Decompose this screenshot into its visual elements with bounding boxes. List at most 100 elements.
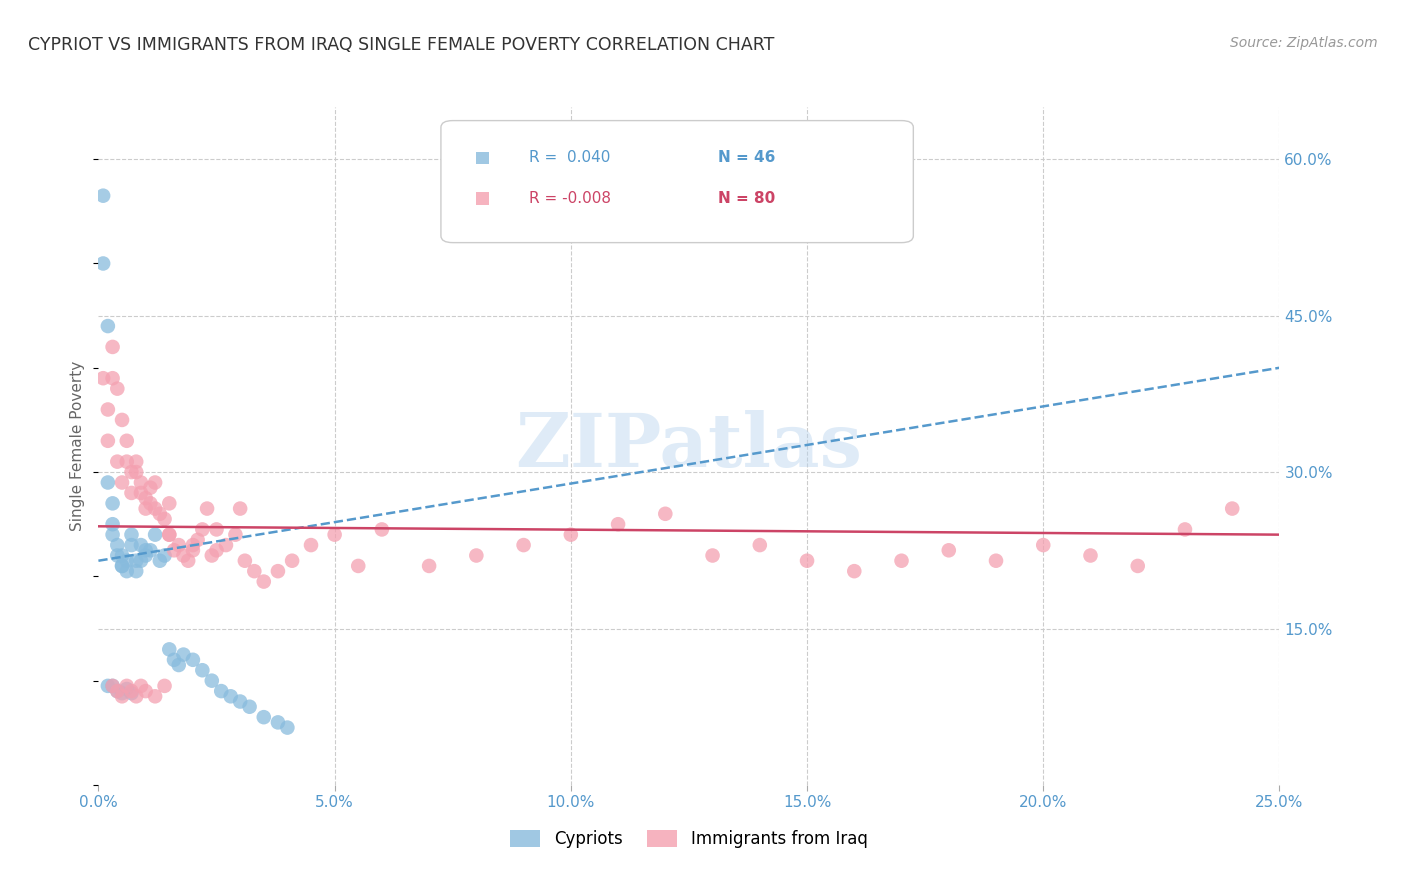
Point xyxy=(111,475,134,490)
Point xyxy=(984,554,1007,568)
Point xyxy=(229,694,252,708)
Point xyxy=(844,564,866,578)
Point xyxy=(153,512,176,526)
Point xyxy=(143,527,166,541)
Point xyxy=(101,679,124,693)
Point xyxy=(276,721,298,735)
Point xyxy=(135,491,157,505)
Point xyxy=(97,319,120,334)
Point xyxy=(121,538,143,552)
Point xyxy=(111,690,134,704)
Point xyxy=(167,658,190,673)
Text: N = 80: N = 80 xyxy=(718,191,776,206)
Point xyxy=(281,554,304,568)
Point xyxy=(215,538,238,552)
Text: R =  0.040: R = 0.040 xyxy=(530,151,610,165)
Point xyxy=(191,523,214,537)
Point xyxy=(224,527,246,541)
Text: N = 46: N = 46 xyxy=(718,151,776,165)
Point xyxy=(512,538,534,552)
Point xyxy=(267,564,290,578)
Point xyxy=(111,558,134,573)
Point xyxy=(115,679,138,693)
Point xyxy=(560,527,582,541)
Point xyxy=(1080,549,1102,563)
Point xyxy=(239,699,262,714)
Point xyxy=(91,188,114,202)
Point xyxy=(101,679,124,693)
Point xyxy=(465,549,488,563)
Point xyxy=(157,496,180,510)
FancyBboxPatch shape xyxy=(441,120,914,243)
Point xyxy=(115,434,138,448)
Point xyxy=(253,710,276,724)
Point xyxy=(101,517,124,532)
Point xyxy=(219,690,242,704)
Point xyxy=(163,543,186,558)
Point xyxy=(111,549,134,563)
Point xyxy=(101,496,124,510)
Point xyxy=(702,549,724,563)
Point xyxy=(91,371,114,385)
Point xyxy=(187,533,209,547)
Point xyxy=(121,684,143,698)
Point xyxy=(135,684,157,698)
Point xyxy=(121,465,143,479)
Point xyxy=(97,475,120,490)
Point xyxy=(796,554,818,568)
Point xyxy=(205,543,228,558)
Point xyxy=(172,648,194,662)
Point xyxy=(323,527,346,541)
Point xyxy=(111,686,134,700)
Point xyxy=(125,465,148,479)
Point xyxy=(748,538,770,552)
Point xyxy=(1220,501,1243,516)
Point xyxy=(129,538,152,552)
Point xyxy=(129,486,152,500)
Point xyxy=(143,475,166,490)
Point xyxy=(105,549,128,563)
Point xyxy=(121,686,143,700)
Point xyxy=(111,413,134,427)
Point xyxy=(153,679,176,693)
Point xyxy=(1174,523,1197,537)
Point xyxy=(111,558,134,573)
Legend: Cypriots, Immigrants from Iraq: Cypriots, Immigrants from Iraq xyxy=(503,823,875,855)
Text: R = -0.008: R = -0.008 xyxy=(530,191,612,206)
Point xyxy=(101,371,124,385)
Point xyxy=(157,642,180,657)
Point xyxy=(1032,538,1054,552)
Point xyxy=(418,558,440,573)
Point xyxy=(115,564,138,578)
Point xyxy=(157,527,180,541)
Point xyxy=(195,501,218,516)
Point xyxy=(139,481,162,495)
Point xyxy=(890,554,912,568)
Point xyxy=(201,673,224,688)
Point xyxy=(121,486,143,500)
Point xyxy=(135,549,157,563)
FancyBboxPatch shape xyxy=(477,152,489,164)
Point xyxy=(101,340,124,354)
Point xyxy=(938,543,960,558)
Text: CYPRIOT VS IMMIGRANTS FROM IRAQ SINGLE FEMALE POVERTY CORRELATION CHART: CYPRIOT VS IMMIGRANTS FROM IRAQ SINGLE F… xyxy=(28,36,775,54)
Point xyxy=(371,523,394,537)
Point xyxy=(607,517,630,532)
Point xyxy=(209,684,232,698)
Point xyxy=(105,538,128,552)
Point xyxy=(125,564,148,578)
Text: ZIPatlas: ZIPatlas xyxy=(516,409,862,483)
Point xyxy=(121,527,143,541)
Point xyxy=(105,455,128,469)
Point xyxy=(1126,558,1149,573)
Point xyxy=(153,549,176,563)
Point xyxy=(172,549,194,563)
Point xyxy=(157,527,180,541)
Point xyxy=(115,455,138,469)
Point xyxy=(181,543,204,558)
Point xyxy=(229,501,252,516)
Point xyxy=(181,538,204,552)
Point xyxy=(299,538,322,552)
Text: Source: ZipAtlas.com: Source: ZipAtlas.com xyxy=(1230,36,1378,50)
Point xyxy=(163,653,186,667)
